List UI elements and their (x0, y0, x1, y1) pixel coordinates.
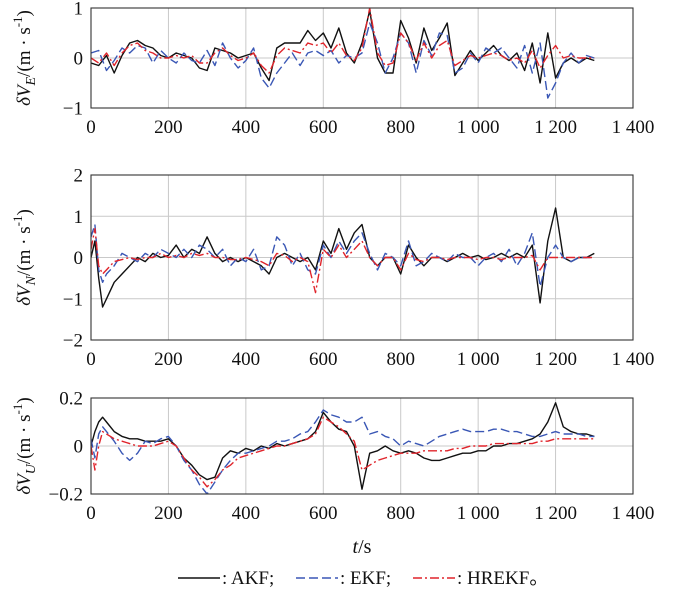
legend-label: : AKF; (222, 568, 274, 589)
x-tick-label: 1 200 (534, 503, 577, 524)
x-tick-label: 800 (386, 503, 415, 524)
plot-frame (90, 397, 634, 495)
x-tick-label: 0 (86, 503, 96, 524)
x-tick-label: 400 (232, 503, 261, 524)
x-tick-label: 600 (309, 503, 338, 524)
legend-label: : EKF; (340, 568, 391, 589)
x-tick-label: 800 (386, 349, 415, 370)
x-tick-label: 200 (154, 503, 183, 524)
x-tick-label: 1 000 (457, 349, 500, 370)
y-axis-label-base: δV (14, 83, 35, 106)
x-tick-label: 1 400 (612, 349, 655, 370)
series-line-hrekf (91, 416, 595, 488)
y-axis-label-unit: /(m · s (14, 414, 35, 464)
y-tick-label: −0.2 (49, 485, 83, 506)
series-line-hrekf (91, 8, 595, 74)
y-tick-label: 0.2 (59, 389, 83, 410)
series-line-ekf (91, 22, 595, 99)
plot-frame (90, 174, 634, 341)
x-tick-label: 1 000 (457, 117, 500, 138)
y-tick-label: 0 (74, 248, 84, 269)
y-axis-label: δVU/(m · s-1) (10, 397, 39, 494)
y-tick-label: −1 (63, 289, 83, 310)
y-axis-label-sub: N (24, 275, 39, 286)
y-tick-label: 0 (74, 437, 84, 458)
x-tick-label: 1 200 (534, 117, 577, 138)
x-tick-label: 1 200 (534, 349, 577, 370)
x-axis-label: t/s (353, 536, 372, 558)
series-line-akf (91, 9, 595, 84)
x-tick-label: 400 (232, 349, 261, 370)
plot-frame (90, 7, 634, 109)
y-axis-label-close: ) (14, 397, 35, 403)
x-tick-label: 1 400 (612, 503, 655, 524)
y-tick-label: 1 (74, 0, 84, 20)
y-tick-label: −2 (63, 331, 83, 352)
x-tick-label: 1 000 (457, 503, 500, 524)
x-tick-label: 200 (154, 117, 183, 138)
y-axis-label: δVN/(m · s-1) (10, 209, 39, 306)
y-axis-label-close: ) (14, 10, 35, 16)
y-axis-label-sub: U (24, 463, 39, 474)
series-line-ekf (91, 409, 595, 494)
x-tick-label: 0 (86, 117, 96, 138)
y-axis-label-close: ) (14, 209, 35, 215)
x-tick-label: 400 (232, 117, 261, 138)
x-tick-label: 1 400 (612, 117, 655, 138)
y-axis-label-unit: /(m · s (14, 27, 35, 77)
x-tick-label: 200 (154, 349, 183, 370)
y-tick-label: −1 (63, 99, 83, 120)
x-tick-label: 600 (309, 117, 338, 138)
y-axis-label-base: δV (14, 283, 35, 306)
panel-2: 0 200 400 600 800 1 000 1 200 1 400 −2 −1 0 1 2 δVN/(… (10, 166, 654, 371)
x-tick-label: 600 (309, 349, 338, 370)
x-tick-label: 0 (86, 349, 96, 370)
panel-3: 0 200 400 600 800 1 000 1 200 1 400−0.200.2δVU/… (10, 389, 654, 525)
x-tick-label: 800 (386, 117, 415, 138)
y-tick-label: 1 (74, 207, 84, 228)
y-axis-label-sup: -1 (10, 16, 25, 27)
y-axis-label: δVE/(m · s-1) (10, 10, 39, 106)
y-axis-label-sup: -1 (10, 404, 25, 415)
x-axis-label-italic: t (353, 536, 359, 558)
series-line-hrekf (91, 227, 595, 294)
series-line-ekf (91, 223, 595, 288)
x-axis-label-rest: /s (358, 536, 372, 558)
legend: : AKF; : EKF; : HREKF。 (178, 568, 548, 589)
legend-label: : HREKF。 (457, 568, 548, 589)
y-axis-label-base: δV (14, 472, 35, 495)
y-axis-label-sup: -1 (10, 216, 25, 227)
y-tick-label: 0 (74, 49, 84, 70)
series-line-akf (91, 207, 595, 308)
y-tick-label: 2 (74, 166, 84, 187)
y-axis-label-unit: /(m · s (14, 226, 35, 276)
y-axis-label-sub: E (24, 76, 39, 86)
